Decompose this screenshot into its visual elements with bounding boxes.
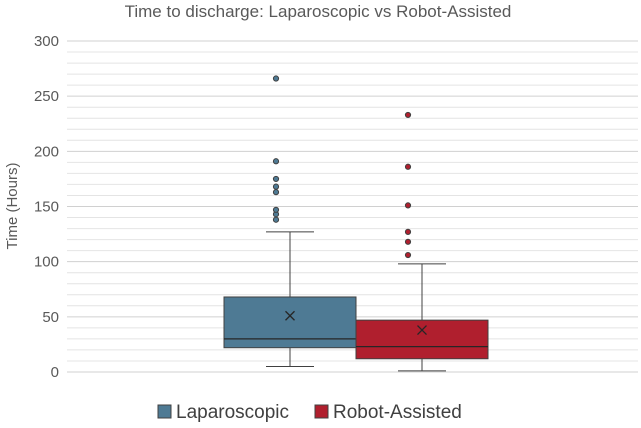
outlier-point (272, 216, 280, 223)
grid-lines (67, 40, 638, 373)
outlier-point (404, 238, 412, 245)
y-tick-label: 100 (34, 254, 59, 271)
outlier-point (272, 158, 280, 165)
outlier-point (404, 251, 412, 259)
y-tick-label: 200 (34, 143, 59, 160)
y-tick-label: 250 (34, 88, 59, 105)
outlier-point (404, 202, 412, 209)
interquartile-box (223, 296, 357, 349)
outlier-point (404, 228, 412, 235)
y-tick-label: 150 (34, 199, 59, 216)
outlier-point (272, 75, 280, 82)
legend-swatch (157, 404, 172, 419)
outlier-point (272, 183, 280, 190)
chart-title: Time to discharge: Laparoscopic vs Robot… (125, 2, 512, 21)
mean-marker (417, 325, 427, 336)
legend-label: Robot-Assisted (333, 402, 462, 423)
box-series (223, 75, 489, 372)
legend: Laparoscopic Robot-Assisted (157, 402, 462, 423)
y-tick-label: 50 (42, 309, 59, 326)
y-tick-label: 0 (51, 364, 59, 381)
box-laparoscopic (223, 75, 357, 367)
interquartile-box (355, 319, 489, 360)
legend-label: Laparoscopic (176, 402, 289, 423)
box-robot-assisted (355, 111, 489, 372)
legend-swatch (314, 404, 329, 419)
y-tick-label: 300 (34, 33, 59, 50)
y-axis-ticks: 0 50 100 150 200 250 300 (34, 33, 59, 381)
y-axis-label: Time (Hours) (4, 163, 21, 250)
mean-marker (285, 310, 295, 321)
outlier-point (272, 206, 280, 213)
outlier-point (404, 111, 412, 119)
outlier-point (404, 163, 412, 170)
outlier-point (272, 189, 280, 196)
outlier-point (272, 175, 280, 183)
